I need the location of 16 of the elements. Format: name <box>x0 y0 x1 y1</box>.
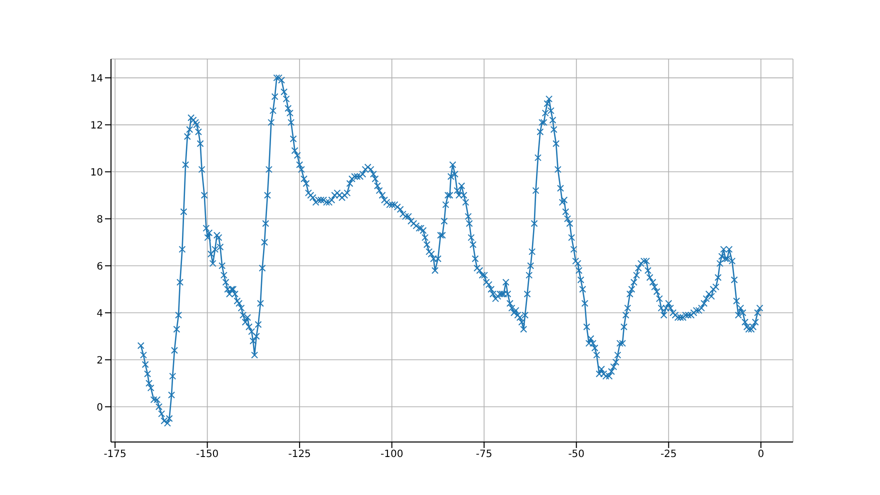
x-tick-label: -175 <box>104 449 126 460</box>
x-tick-label: -50 <box>568 449 585 460</box>
x-tick-label: -25 <box>660 449 677 460</box>
y-tick-label: 12 <box>90 120 103 132</box>
x-tick-label: -75 <box>476 449 492 460</box>
x-tick-label: -150 <box>196 449 219 460</box>
y-tick-label: 6 <box>96 261 103 272</box>
x-tick-label: -125 <box>288 449 311 460</box>
y-tick-label: 2 <box>96 355 103 366</box>
y-tick-label: 14 <box>90 73 103 84</box>
y-tick-label: 0 <box>96 402 103 414</box>
y-tick-label: 8 <box>96 214 103 226</box>
y-tick-label: 10 <box>90 167 103 178</box>
x-tick-label: -100 <box>380 449 404 460</box>
y-tick-label: 4 <box>96 308 103 320</box>
x-tick-label: 0 <box>758 449 764 460</box>
